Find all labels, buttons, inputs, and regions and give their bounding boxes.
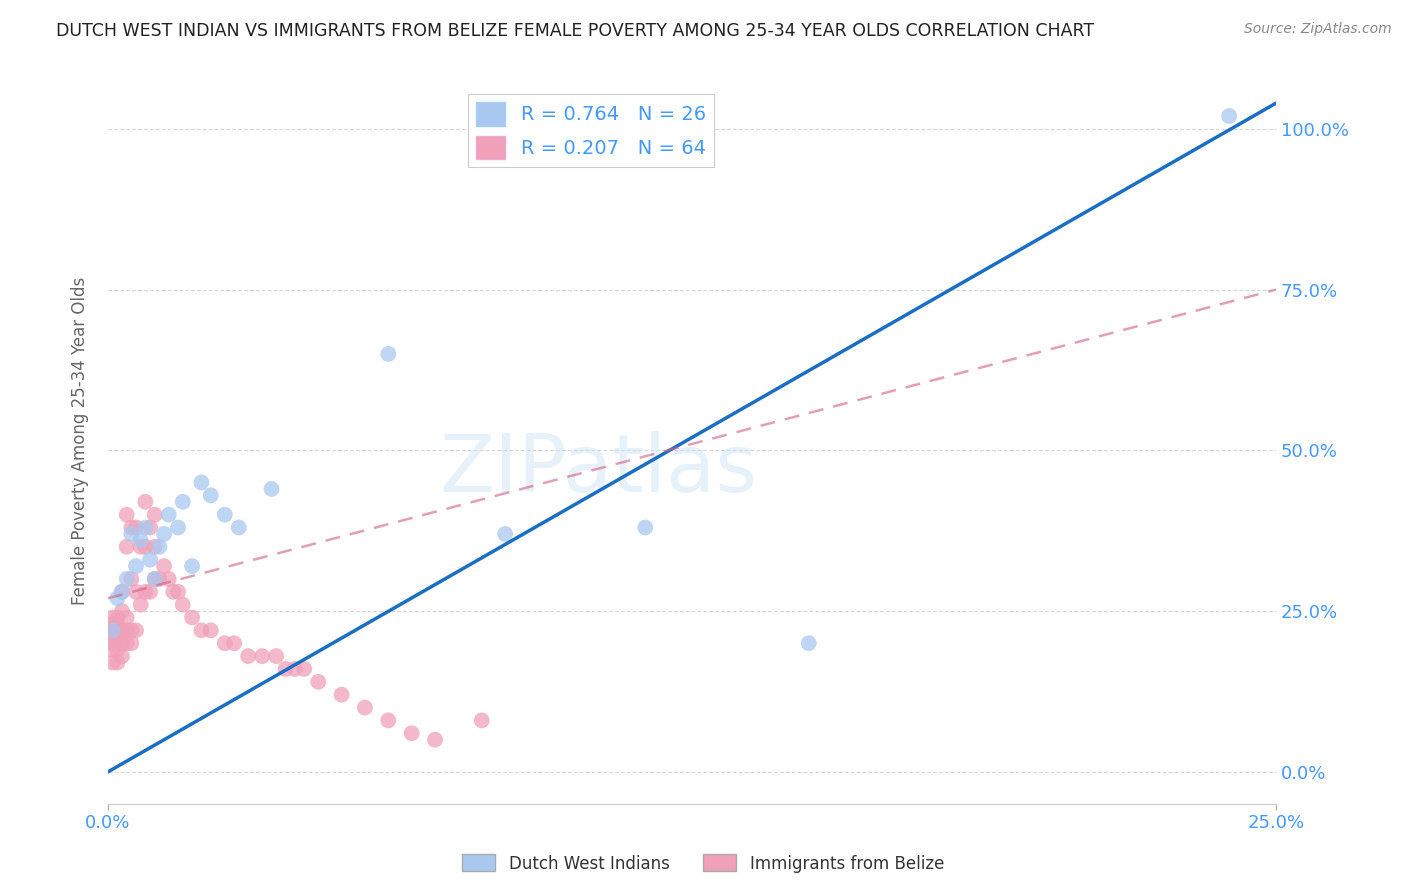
Point [143, 508, 166, 522]
Point [354, 700, 377, 714]
Point [125, 520, 148, 534]
Point [157, 572, 180, 586]
Point [1218, 109, 1240, 123]
Point [634, 520, 657, 534]
Point [115, 610, 138, 624]
Text: DUTCH WEST INDIAN VS IMMIGRANTS FROM BELIZE FEMALE POVERTY AMONG 25-34 YEAR OLDS: DUTCH WEST INDIAN VS IMMIGRANTS FROM BEL… [56, 22, 1094, 40]
Point [115, 624, 138, 638]
Legend: Dutch West Indians, Immigrants from Belize: Dutch West Indians, Immigrants from Beli… [456, 847, 950, 880]
Point [167, 584, 190, 599]
Point [105, 656, 128, 670]
Point [105, 591, 128, 606]
Point [105, 630, 128, 644]
Point [134, 495, 156, 509]
Point [115, 540, 138, 554]
Point [190, 475, 212, 490]
Point [143, 540, 166, 554]
Point [139, 520, 162, 534]
Point [111, 649, 134, 664]
Point [401, 726, 423, 740]
Point [134, 584, 156, 599]
Point [101, 617, 124, 632]
Point [264, 649, 287, 664]
Point [423, 732, 446, 747]
Point [153, 527, 176, 541]
Point [162, 584, 184, 599]
Point [377, 714, 399, 728]
Point [157, 508, 180, 522]
Point [101, 610, 124, 624]
Point [148, 540, 170, 554]
Point [181, 610, 204, 624]
Point [134, 520, 156, 534]
Point [125, 559, 148, 574]
Point [105, 624, 128, 638]
Point [797, 636, 820, 650]
Point [228, 520, 250, 534]
Text: ZIPatlas: ZIPatlas [440, 431, 758, 508]
Point [190, 624, 212, 638]
Point [274, 662, 297, 676]
Text: Source: ZipAtlas.com: Source: ZipAtlas.com [1244, 22, 1392, 37]
Point [143, 572, 166, 586]
Point [139, 584, 162, 599]
Point [105, 642, 128, 657]
Point [101, 624, 124, 638]
Point [214, 636, 236, 650]
Point [224, 636, 246, 650]
Point [143, 572, 166, 586]
Point [167, 520, 190, 534]
Point [172, 495, 194, 509]
Point [120, 624, 142, 638]
Point [111, 584, 134, 599]
Point [101, 630, 124, 644]
Point [115, 636, 138, 650]
Point [153, 559, 176, 574]
Point [101, 624, 124, 638]
Point [129, 533, 152, 548]
Point [120, 572, 142, 586]
Point [129, 598, 152, 612]
Point [120, 520, 142, 534]
Point [111, 604, 134, 618]
Point [120, 636, 142, 650]
Point [284, 662, 307, 676]
Y-axis label: Female Poverty Among 25-34 Year Olds: Female Poverty Among 25-34 Year Olds [72, 277, 89, 605]
Point [214, 508, 236, 522]
Point [105, 617, 128, 632]
Point [471, 714, 494, 728]
Point [120, 527, 142, 541]
Point [236, 649, 259, 664]
Point [111, 636, 134, 650]
Point [111, 584, 134, 599]
Legend: R = 0.764   N = 26, R = 0.207   N = 64: R = 0.764 N = 26, R = 0.207 N = 64 [468, 95, 713, 167]
Point [377, 347, 399, 361]
Point [200, 624, 222, 638]
Point [148, 572, 170, 586]
Point [172, 598, 194, 612]
Point [181, 559, 204, 574]
Point [115, 572, 138, 586]
Point [101, 642, 124, 657]
Point [330, 688, 353, 702]
Point [111, 624, 134, 638]
Point [494, 527, 516, 541]
Point [260, 482, 283, 496]
Point [125, 584, 148, 599]
Point [307, 674, 329, 689]
Point [292, 662, 315, 676]
Point [115, 508, 138, 522]
Point [129, 540, 152, 554]
Point [250, 649, 273, 664]
Point [101, 656, 124, 670]
Point [105, 610, 128, 624]
Point [134, 540, 156, 554]
Point [200, 488, 222, 502]
Point [125, 624, 148, 638]
Point [139, 552, 162, 566]
Point [101, 636, 124, 650]
